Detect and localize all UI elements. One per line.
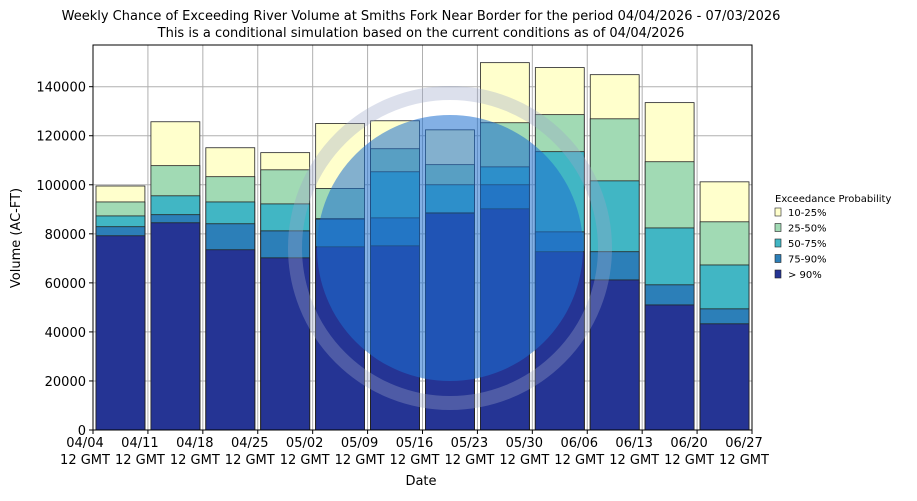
y-tick-label: 0 (78, 424, 86, 439)
y-tick-label: 120000 (36, 130, 86, 145)
plot-frame (92, 44, 753, 431)
x-tick-label: 12 GMT (719, 453, 769, 468)
x-tick-label: 04/04 (66, 436, 103, 451)
bar (205, 249, 256, 431)
x-tick-label: 05/23 (451, 436, 488, 451)
x-tick-label: 06/13 (615, 436, 652, 451)
watermark-ring (288, 86, 612, 410)
watermark (317, 115, 583, 381)
bar (589, 279, 640, 431)
x-tick-label: 12 GMT (225, 453, 275, 468)
x-tick-label: 06/06 (561, 436, 598, 451)
y-tick-label: 40000 (45, 326, 86, 341)
chart-subtitle: This is a conditional simulation based o… (157, 26, 685, 41)
bar (699, 323, 750, 431)
y-tick-label: 140000 (36, 81, 86, 96)
y-tick-label: 60000 (45, 277, 86, 292)
legend-swatch (774, 254, 782, 263)
x-tick-label: 05/09 (341, 436, 378, 451)
x-axis-label: Date (405, 474, 436, 489)
x-tick-label: 12 GMT (444, 453, 494, 468)
legend-title: Exceedance Probability (775, 194, 891, 205)
x-tick-label: 12 GMT (335, 453, 385, 468)
x-tick-label: 04/11 (121, 436, 158, 451)
legend-swatch (774, 269, 782, 279)
x-tick-label: 04/18 (176, 436, 213, 451)
x-tick-label: 06/27 (725, 436, 762, 451)
bar (95, 235, 146, 431)
x-tick-label: 12 GMT (170, 453, 220, 468)
y-tick-label: 100000 (36, 179, 86, 194)
legend-label: 10-25% (788, 208, 827, 219)
y-tick-label: 80000 (45, 228, 86, 243)
legend-swatch (774, 238, 782, 248)
x-tick-label: 12 GMT (115, 453, 165, 468)
x-tick-label: 05/30 (506, 436, 543, 451)
x-tick-label: 06/20 (670, 436, 707, 451)
x-tick-label: 05/16 (396, 436, 433, 451)
y-axis-label: Volume (AC-FT) (9, 188, 24, 288)
x-tick-label: 04/25 (231, 436, 268, 451)
x-tick-label: 12 GMT (390, 453, 440, 468)
y-tick-label: 20000 (45, 375, 86, 390)
x-tick-label: 12 GMT (554, 453, 604, 468)
x-tick-label: 12 GMT (664, 453, 714, 468)
x-tick-label: 12 GMT (499, 453, 549, 468)
x-tick-label: 12 GMT (280, 453, 330, 468)
legend-swatch (774, 223, 782, 232)
legend-swatch (774, 207, 782, 217)
chart-title: Weekly Chance of Exceeding River Volume … (62, 9, 781, 24)
legend-label: 25-50% (788, 224, 827, 235)
bar (644, 304, 695, 431)
x-tick-label: 05/02 (286, 436, 323, 451)
legend-label: 50-75% (788, 239, 827, 250)
bar (260, 257, 311, 431)
x-tick-label: 12 GMT (609, 453, 659, 468)
x-tick-label: 12 GMT (60, 453, 110, 468)
legend-label: 75-90% (788, 255, 827, 266)
legend-label: > 90% (788, 270, 822, 281)
bar (150, 222, 201, 431)
